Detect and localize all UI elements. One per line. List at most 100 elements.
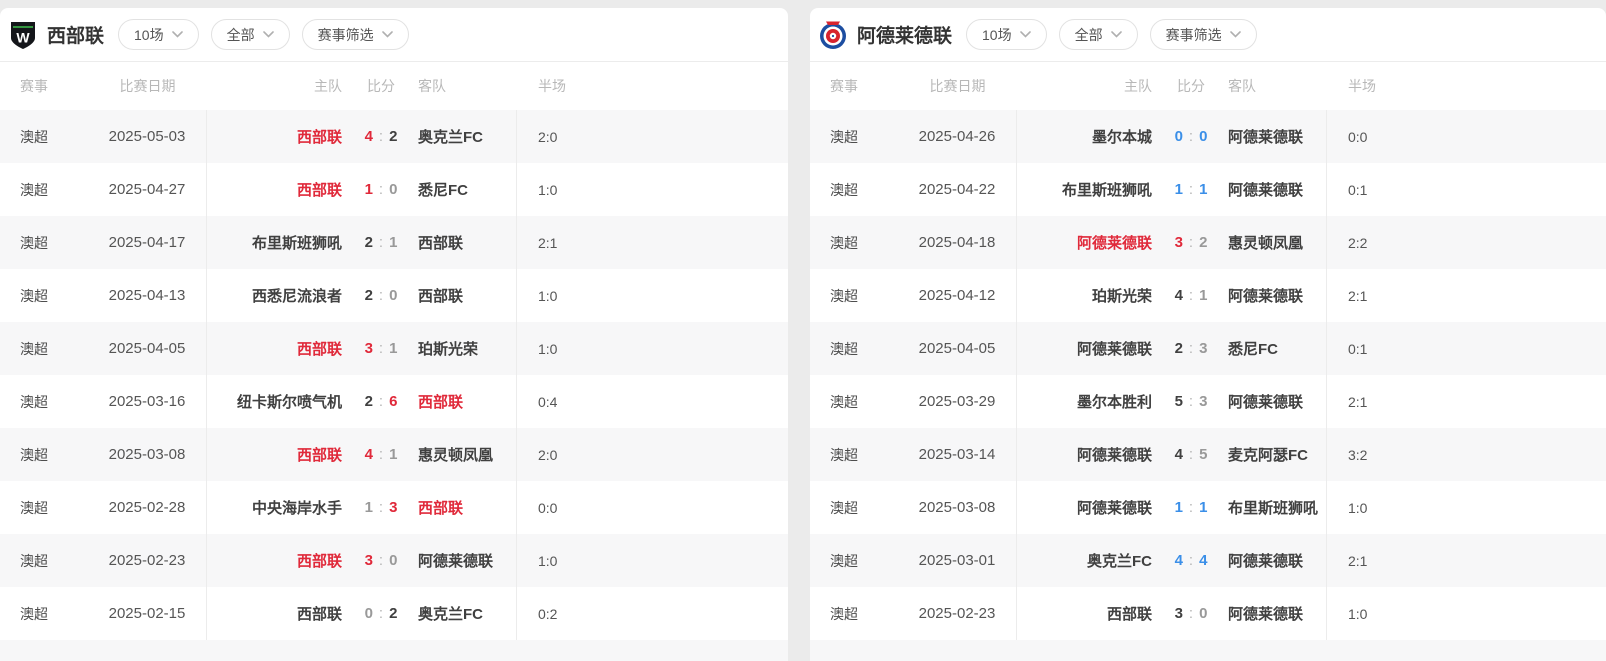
competition-label: 澳超 [20,128,48,145]
match-row: 澳超 2025-03-08 西部联 4:1 惠灵顿凤凰 2:0 [0,428,788,481]
away-score: 1 [389,340,398,357]
away-team-name: 奥克兰FC [412,110,517,163]
score-colon: : [378,181,384,198]
full-time-score: 2:6 [350,375,412,428]
match-row: 澳超 2025-04-18 阿德莱德联 3:2 惠灵顿凤凰 2:2 [810,216,1606,269]
away-score: 3 [1199,393,1208,410]
home-team-name: 珀斯光荣 [1091,288,1152,305]
away-score: 0 [389,181,398,198]
half-time-score: 2:0 [538,446,558,463]
home-score: 4 [1174,287,1183,304]
col-score: 比分 [367,78,395,94]
panel-header: 阿德莱德联 10场 全部 赛事筛选 [810,8,1606,62]
home-score: 0 [364,605,373,622]
competition-filter-dropdown[interactable]: 赛事筛选 [301,19,409,50]
competition-label: 澳超 [830,605,858,622]
match-row: 澳超 2025-04-13 西悉尼流浪者 2:0 西部联 1:0 [0,269,788,322]
half-time-score: 0:0 [1348,128,1368,145]
home-team-name: 墨尔本胜利 [1076,394,1152,411]
match-date: 2025-03-01 [898,534,1017,587]
matches-count-dropdown[interactable]: 10场 [118,19,199,50]
away-team-name: 西部联 [412,216,517,269]
svg-text:W: W [16,29,30,45]
team-name: 西部联 [47,26,105,47]
away-team-name: 奥克兰FC [412,587,517,640]
score-colon: : [1188,446,1194,463]
home-team-name: 中央海岸水手 [251,500,342,517]
full-time-score: 4:1 [1160,269,1222,322]
match-row: 澳超 2025-02-23 西部联 3:0 阿德莱德联 1:0 [810,587,1606,640]
half-time-score: 3:2 [1348,446,1368,463]
competition-label: 澳超 [830,499,858,516]
competition-filter-dropdown[interactable]: 赛事筛选 [1149,19,1257,50]
full-time-score: 1:1 [1160,163,1222,216]
home-score: 4 [1174,552,1183,569]
match-date: 2025-04-12 [898,269,1017,322]
score-colon: : [1188,605,1194,622]
away-score: 4 [1199,552,1208,569]
away-team-name: 珀斯光荣 [412,322,517,375]
score-colon: : [378,234,384,251]
home-team-name: 阿德莱德联 [1076,500,1152,517]
match-date: 2025-04-22 [898,163,1017,216]
chevron-down-icon [1019,31,1031,38]
away-score: 2 [389,605,398,622]
score-colon: : [378,393,384,410]
match-date: 2025-03-08 [88,428,207,481]
panel-header: W 西部联 10场 全部 赛事筛选 [0,8,788,62]
match-date: 2025-02-23 [898,587,1017,640]
full-time-score: 2:1 [350,216,412,269]
home-score: 1 [364,181,373,198]
match-date: 2025-02-23 [88,534,207,587]
score-colon: : [378,128,384,145]
full-time-score: 3:1 [350,322,412,375]
full-time-score: 1:1 [1160,481,1222,534]
home-score: 4 [364,446,373,463]
chevron-down-icon [262,31,274,38]
matches-count-label: 10场 [134,26,164,43]
home-score: 2 [364,287,373,304]
col-date: 比赛日期 [929,78,986,94]
home-team-name: 阿德莱德联 [1076,235,1152,252]
match-date: 2025-04-05 [88,322,207,375]
away-team-name: 西部联 [412,375,517,428]
match-row: 澳超 2025-04-05 阿德莱德联 2:3 悉尼FC 0:1 [810,322,1606,375]
home-team-name: 西部联 [296,553,342,570]
away-team-name: 麦克阿瑟FC [1222,428,1327,481]
away-score: 0 [389,552,398,569]
full-time-score: 2:3 [1160,322,1222,375]
half-time-score: 2:0 [538,128,558,145]
col-competition: 赛事 [830,78,858,94]
full-time-score: 5:3 [1160,375,1222,428]
full-time-score: 2:0 [350,269,412,322]
home-score: 1 [1174,181,1183,198]
competition-label: 澳超 [20,287,48,304]
home-team-name: 奥克兰FC [1087,553,1152,570]
competition-label: 澳超 [830,552,858,569]
match-rows: 澳超 2025-05-03 西部联 4:2 奥克兰FC 2:0 澳超 2025-04-27 西部… [0,110,788,640]
home-score: 3 [1174,234,1183,251]
half-time-score: 2:1 [1348,393,1368,410]
competition-label: 澳超 [20,393,48,410]
competition-label: 澳超 [830,234,858,251]
team-name: 阿德莱德联 [857,26,953,47]
competition-label: 澳超 [830,181,858,198]
home-team-name: 西部联 [296,182,342,199]
match-row: 澳超 2025-04-22 布里斯班狮吼 1:1 阿德莱德联 0:1 [810,163,1606,216]
match-date: 2025-03-29 [898,375,1017,428]
match-date: 2025-03-14 [898,428,1017,481]
scope-dropdown[interactable]: 全部 [210,19,290,50]
matches-count-dropdown[interactable]: 10场 [966,19,1047,50]
scope-dropdown[interactable]: 全部 [1058,19,1138,50]
away-score: 0 [389,287,398,304]
home-team-name: 纽卡斯尔喷气机 [236,394,342,411]
competition-label: 澳超 [830,340,858,357]
away-score: 3 [389,499,398,516]
away-score: 0 [1199,605,1208,622]
match-row: 澳超 2025-02-15 西部联 0:2 奥克兰FC 0:2 [0,587,788,640]
competition-filter-label: 赛事筛选 [1165,26,1222,43]
match-row: 澳超 2025-04-12 珀斯光荣 4:1 阿德莱德联 2:1 [810,269,1606,322]
match-date: 2025-04-13 [88,269,207,322]
match-date: 2025-04-18 [898,216,1017,269]
home-score: 0 [1174,128,1183,145]
